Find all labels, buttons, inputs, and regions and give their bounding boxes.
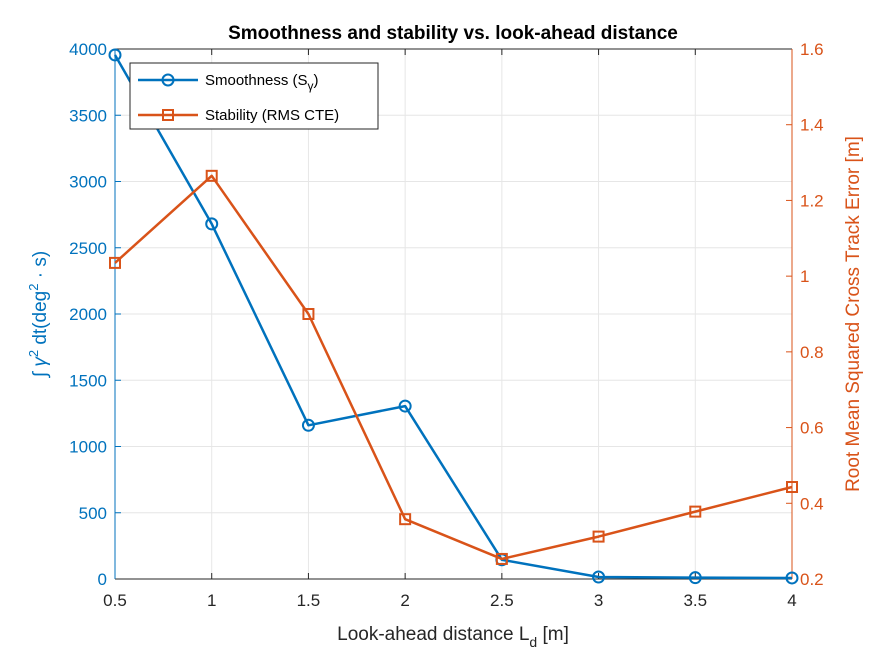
x-tick-label: 3: [594, 591, 603, 610]
data-point-smoothness: [301, 418, 315, 432]
axes: [114, 48, 793, 580]
data-point-stability: [495, 552, 508, 565]
legend-box: [129, 62, 379, 130]
left-y-tick-label: 500: [79, 504, 107, 523]
right-y-tick-label: 0.8: [800, 343, 824, 362]
data-point-smoothness: [205, 217, 219, 231]
x-axis-label: Look-ahead distance Ld [m]: [337, 624, 569, 650]
left-y-tick-label: 2500: [69, 239, 107, 258]
right-y-tick-label: 0.6: [800, 419, 824, 438]
legend-marker-smoothness: [161, 73, 175, 87]
x-tick-labels: 0.5 1 1.5 2 2.5 3 3.5 4: [103, 591, 797, 610]
data-point-smoothness: [108, 48, 122, 62]
left-y-tick-label: 4000: [69, 40, 107, 59]
data-point-stability: [205, 169, 218, 182]
left-y-axis-label: ∫ γ2 dt(deg2 · s): [26, 251, 51, 378]
data-point-smoothness: [592, 570, 606, 584]
x-tick-label: 2: [400, 591, 409, 610]
data-point-stability: [786, 481, 798, 494]
data-point-smoothness: [398, 399, 412, 413]
right-y-tick-label: 1.4: [800, 116, 824, 135]
series-layer: [108, 48, 799, 585]
x-tick-label: 1: [207, 591, 216, 610]
data-point-smoothness: [785, 571, 799, 585]
chart-title: Smoothness and stability vs. look-ahead …: [228, 23, 678, 44]
legend-marker-stability: [162, 109, 174, 121]
right-y-tick-label: 0.2: [800, 570, 824, 589]
x-tick-label: 4: [787, 591, 796, 610]
legend-label-stability: Stability (RMS CTE): [205, 107, 339, 124]
left-y-tick-label: 3500: [69, 106, 107, 125]
left-y-tick-label: 2000: [69, 305, 107, 324]
x-tick-label: 0.5: [103, 591, 127, 610]
x-tick-label: 3.5: [683, 591, 707, 610]
left-y-tick-label: 1500: [69, 371, 107, 390]
data-point-stability: [592, 530, 605, 543]
data-point-stability: [109, 256, 121, 269]
x-tick-label: 2.5: [490, 591, 514, 610]
right-y-tick-label: 1.2: [800, 191, 824, 210]
data-point-stability: [399, 513, 412, 526]
x-tick-label: 1.5: [297, 591, 321, 610]
right-y-axis-label: Root Mean Squared Cross Track Error [m]: [843, 136, 864, 492]
right-y-tick-labels: 0.2 0.4 0.6 0.8 1 1.2 1.4 1.6: [800, 40, 824, 589]
right-y-tick-label: 0.4: [800, 494, 824, 513]
right-y-tick-label: 1.6: [800, 40, 824, 59]
legend-label-smoothness: Smoothness (Sγ): [205, 72, 319, 93]
left-y-tick-label: 0: [98, 570, 107, 589]
left-y-tick-labels: 0 500 1000 1500 2000 2500 3000 3500 4000: [69, 40, 107, 589]
right-y-tick-label: 1: [800, 267, 809, 286]
data-point-smoothness: [688, 571, 702, 585]
legend: Smoothness (Sγ) Stability (RMS CTE): [129, 62, 379, 130]
data-point-stability: [302, 308, 315, 320]
series-line-smoothness: [113, 54, 793, 580]
data-point-stability: [689, 505, 702, 518]
left-y-tick-label: 3000: [69, 173, 107, 192]
series-line-stability: [114, 174, 793, 561]
left-y-tick-label: 1000: [69, 438, 107, 457]
